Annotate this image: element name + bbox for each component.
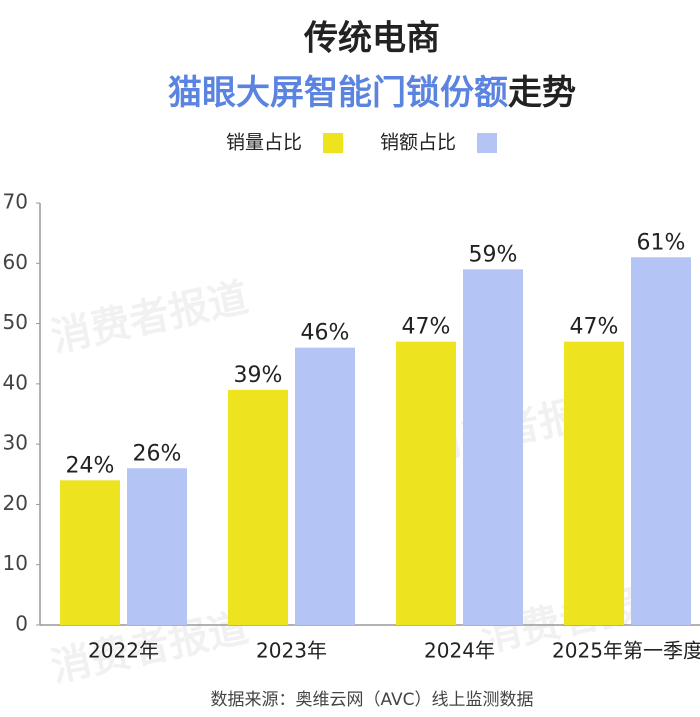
bar bbox=[463, 269, 523, 625]
value-label: 47% bbox=[570, 315, 619, 340]
bar bbox=[396, 341, 456, 625]
x-tick-label: 2024年 bbox=[424, 639, 495, 663]
y-tick-label: 70 bbox=[3, 190, 28, 214]
y-tick-label: 30 bbox=[3, 431, 28, 455]
y-tick-label: 20 bbox=[3, 491, 28, 515]
source-note: 数据来源：奥维云网（AVC）线上监测数据 bbox=[210, 690, 533, 710]
legend-label: 销额占比 bbox=[380, 132, 456, 154]
bar bbox=[228, 389, 288, 625]
value-label: 61% bbox=[637, 230, 686, 255]
legend-swatch bbox=[477, 133, 497, 153]
legend-swatch bbox=[323, 133, 343, 153]
y-tick-label: 0 bbox=[15, 612, 28, 636]
bar bbox=[127, 468, 187, 625]
subtitle-highlight: 猫眼大屏智能门锁份额 bbox=[168, 73, 508, 113]
y-tick-label: 10 bbox=[3, 551, 28, 575]
x-tick-label: 2025年第一季度 bbox=[552, 639, 700, 663]
bar bbox=[295, 347, 355, 625]
x-tick-label: 2022年 bbox=[88, 639, 159, 663]
value-label: 47% bbox=[402, 315, 451, 340]
value-label: 26% bbox=[133, 441, 182, 466]
bar bbox=[631, 257, 691, 625]
value-label: 39% bbox=[234, 363, 283, 388]
bar bbox=[60, 480, 120, 625]
value-label: 24% bbox=[66, 453, 115, 478]
subtitle-rest: 走势 bbox=[508, 73, 576, 113]
chart-title: 传统电商 bbox=[303, 19, 440, 59]
y-tick-label: 40 bbox=[3, 370, 28, 394]
y-tick-label: 60 bbox=[3, 250, 28, 274]
bar bbox=[564, 341, 624, 625]
legend-label: 销量占比 bbox=[226, 132, 302, 154]
watermark: 消费者报道 bbox=[47, 275, 252, 362]
x-tick-label: 2023年 bbox=[256, 639, 327, 663]
chart-subtitle: 猫眼大屏智能门锁份额走势 bbox=[168, 73, 576, 113]
value-label: 46% bbox=[301, 321, 350, 346]
y-tick-label: 50 bbox=[3, 310, 28, 334]
value-label: 59% bbox=[469, 242, 518, 267]
